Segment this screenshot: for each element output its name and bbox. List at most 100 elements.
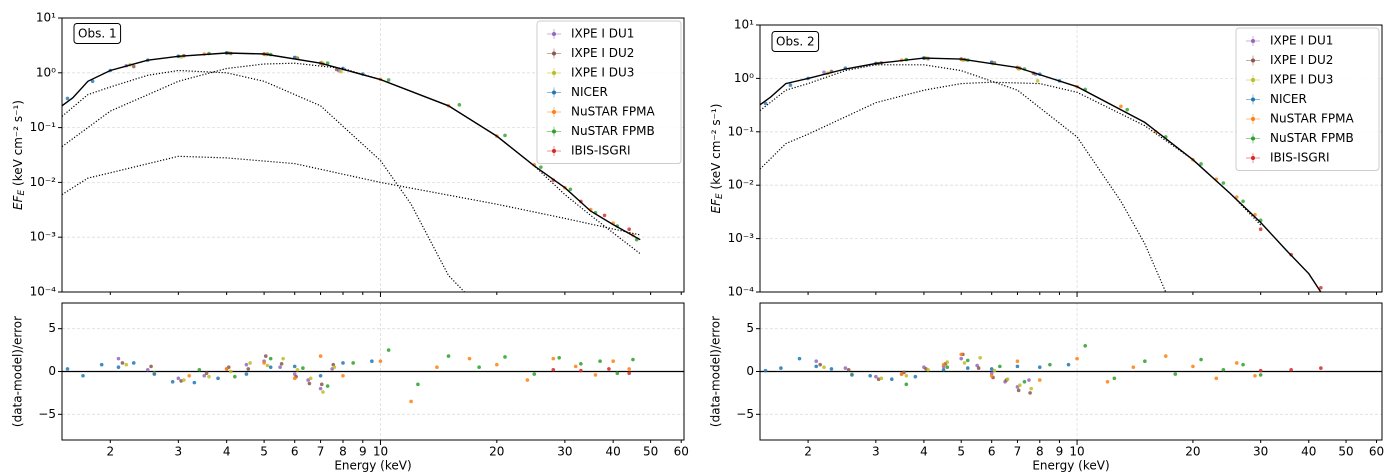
y-tick-label: −5 [38,407,56,421]
y-axis-label-part: (keV cm⁻² s⁻¹) [709,104,723,194]
residual-point [1143,359,1147,364]
residual-point [467,356,472,361]
x-tick-label: 6 [291,445,299,459]
legend-marker [552,110,556,114]
residual-point [573,364,578,369]
residual-point [879,376,884,381]
residual-point [941,362,946,367]
legend-marker [1251,156,1255,160]
data-point [1125,107,1130,112]
residual-point [846,367,851,372]
residual-point [325,384,330,388]
y-tick-label: 0 [48,364,56,378]
legend-label: IXPE I DU3 [571,66,634,80]
legend-marker [1251,136,1255,141]
residual-point [1018,383,1022,388]
legend-marker [552,32,556,36]
data-point [602,213,607,218]
residual-point [814,364,819,369]
residual-point [409,399,413,404]
residual-point [1015,364,1020,369]
residual-point [370,359,374,364]
residual-point [607,367,611,371]
residual-point [341,361,345,365]
residual-point [170,379,175,384]
residual-point [1289,367,1293,372]
residual-point [65,367,70,371]
data-point [65,96,70,101]
plot-frame [759,24,1383,293]
residual-point [1083,344,1088,348]
residual-point [319,382,324,387]
y-axis-label: EFE (keV cm⁻² s⁻¹) [709,104,725,214]
residual-point [615,371,620,376]
x-tick-label: 9 [1056,445,1064,459]
residual-point [551,356,556,361]
x-tick-label: 3 [872,445,880,459]
residual-point [124,362,129,367]
y-axis-label-part: EF [11,194,25,210]
residual-point [244,362,249,367]
residual-point [959,352,964,357]
data-point [822,70,826,75]
data-point [131,64,136,69]
data-point [325,61,330,65]
residual-point [295,367,300,372]
residual-point [246,367,251,371]
x-tick-label: 7 [1014,445,1022,459]
model-line [62,62,641,255]
residual-point [829,367,834,371]
spectrum-panel [62,18,684,292]
residual-point [306,378,310,382]
residual-point [176,376,181,381]
legend-label: NuSTAR FPMA [571,105,655,119]
x-tick-label: 10 [1069,445,1084,459]
residual-point [763,368,768,373]
residual-point [797,356,802,361]
legend-label: NICER [571,85,608,99]
residual-point [116,356,121,361]
legend-label: IXPE I DU2 [571,46,634,60]
residual-point [818,362,822,367]
residual-point [265,363,270,368]
x-tick-label: 2 [804,445,812,459]
data-point [568,187,573,192]
residual-point [233,374,237,379]
y-tick-label: −5 [736,407,754,421]
legend-label: IXPE I DU1 [571,27,634,41]
residual-point [779,366,783,370]
residual-point [593,373,598,377]
residual-point [976,366,981,370]
y-axis-label: (data-model)/error [709,316,723,427]
residual-point [435,365,439,370]
residual-point [308,376,313,381]
data-point [1258,227,1263,231]
residual-point [889,377,894,382]
legend-label: NICER [1270,92,1307,106]
legend-box [536,20,682,164]
data-point [1319,285,1323,290]
residual-point [1075,356,1079,361]
residual-point [989,373,994,378]
residual-point [978,356,982,360]
x-tick-label: 4 [920,445,928,459]
residual-point [598,359,602,364]
data-point [339,69,343,74]
legend-marker [1251,78,1255,82]
x-tick-label: 5 [957,445,965,459]
legend-marker [552,90,556,95]
residual-point [1112,376,1117,381]
residual-panel [62,303,684,440]
annotation: Obs. 2 [776,35,815,49]
residual-point [551,367,556,372]
residual-panel [760,303,1382,440]
legend-marker [552,149,556,153]
residual-point [202,373,207,378]
residual-point [1241,362,1245,367]
x-tick-label: 30 [557,445,572,459]
residual-point [627,367,631,371]
residual-point [1037,378,1042,382]
residual-point [989,367,994,371]
residual-point [945,360,950,364]
residual-point [1163,354,1168,358]
